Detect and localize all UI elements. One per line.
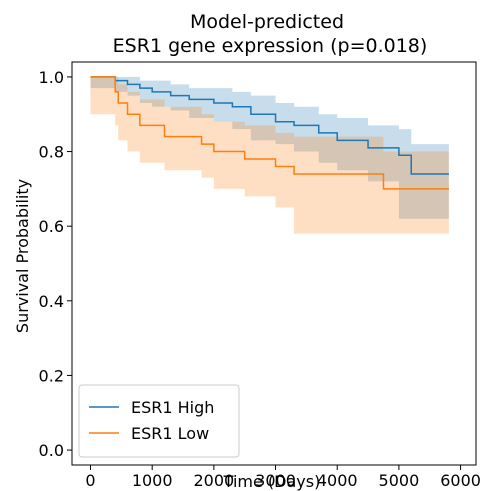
survival-line	[90, 76, 449, 175]
plot-frame	[71, 61, 477, 466]
y-tick-label: 0.0	[39, 441, 64, 460]
legend-label: ESR1 High	[131, 398, 214, 417]
y-tick-label: 0.4	[39, 292, 64, 311]
y-tick-label: 1.0	[39, 68, 64, 87]
x-axis-label: Time (Days)	[223, 472, 321, 491]
x-tick-label: 3000	[255, 471, 296, 490]
chart-title: Model-predicted	[190, 11, 344, 33]
x-tick-label: 5000	[379, 471, 420, 490]
chart-title: ESR1 gene expression (p=0.018)	[113, 35, 428, 57]
x-tick-label: 2000	[194, 471, 235, 490]
survival-line	[90, 76, 449, 190]
y-tick-label: 0.8	[39, 143, 64, 162]
legend-label: ESR1 Low	[131, 424, 209, 443]
y-axis-label: Survival Probability	[13, 179, 32, 333]
y-tick-label: 0.2	[39, 366, 64, 385]
y-tick-label: 0.6	[39, 217, 64, 236]
x-tick-label: 6000	[440, 471, 481, 490]
x-tick-label: 1000	[132, 471, 173, 490]
confidence-band	[90, 76, 449, 234]
x-tick-label: 4000	[317, 471, 358, 490]
legend-box	[78, 384, 240, 458]
x-tick-label: 0	[85, 471, 95, 490]
